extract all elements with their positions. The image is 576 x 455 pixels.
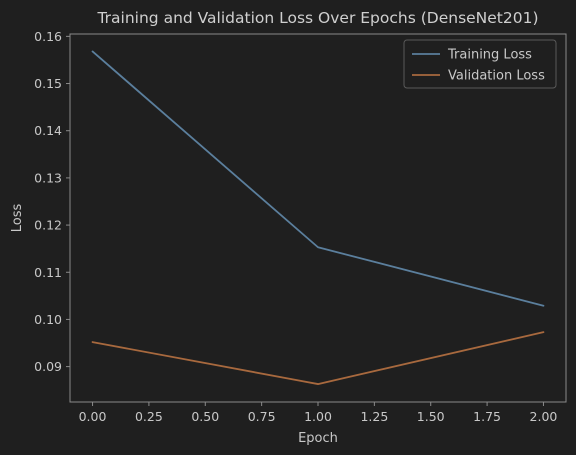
x-tick-label: 0.75 bbox=[248, 409, 276, 424]
x-axis-label: Epoch bbox=[298, 431, 338, 446]
x-tick-label: 1.50 bbox=[417, 409, 445, 424]
legend-box bbox=[403, 39, 557, 89]
y-tick-label: 0.12 bbox=[34, 218, 62, 233]
legend-label: Training Loss bbox=[447, 48, 532, 63]
y-tick-label: 0.14 bbox=[34, 123, 62, 138]
plot-area-frame bbox=[69, 33, 567, 403]
x-tick-label: 0.50 bbox=[191, 409, 219, 424]
y-tick-label: 0.16 bbox=[34, 29, 62, 44]
y-tick-label: 0.15 bbox=[34, 76, 62, 91]
chart-title: Training and Validation Loss Over Epochs… bbox=[96, 9, 538, 27]
legend-label: Validation Loss bbox=[448, 69, 545, 84]
series-layer bbox=[91, 50, 545, 385]
x-tick-label: 1.75 bbox=[473, 409, 501, 424]
x-tick-label: 0.00 bbox=[79, 409, 107, 424]
series-line-validation-loss bbox=[91, 331, 545, 385]
y-axis: 0.09 0.10 0.11 0.12 0.13 0.14 0.15 0.16 bbox=[34, 29, 70, 374]
x-tick-label: 2.00 bbox=[530, 409, 558, 424]
x-axis: 0.00 0.25 0.50 0.75 1.00 1.25 1.50 1.75 2.00 bbox=[79, 402, 558, 424]
y-tick-label: 0.10 bbox=[34, 312, 62, 327]
y-tick-label: 0.09 bbox=[34, 359, 62, 374]
legend: Training Loss Validation Loss bbox=[403, 39, 557, 89]
x-tick-label: 0.25 bbox=[135, 409, 163, 424]
y-tick-label: 0.13 bbox=[34, 170, 62, 185]
series-line-training-loss bbox=[91, 50, 545, 307]
y-tick-label: 0.11 bbox=[34, 265, 62, 280]
y-axis-label: Loss bbox=[10, 204, 25, 233]
x-tick-label: 1.25 bbox=[360, 409, 388, 424]
x-tick-label: 1.00 bbox=[304, 409, 332, 424]
